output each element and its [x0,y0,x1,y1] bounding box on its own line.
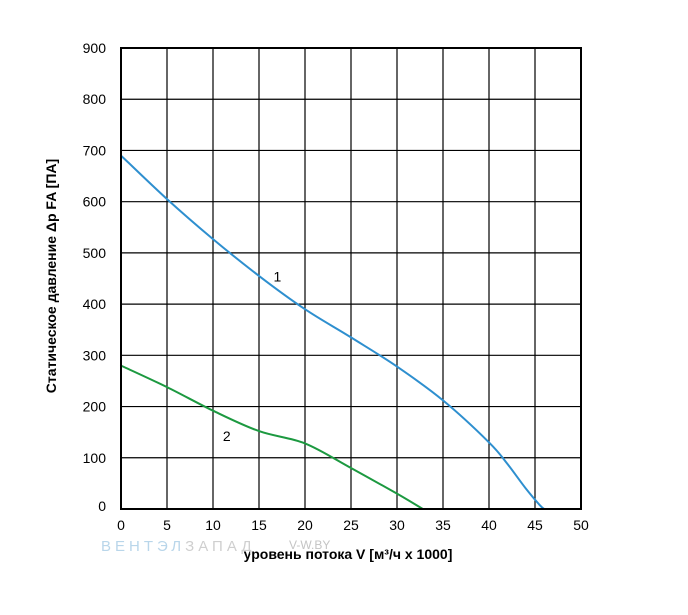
watermark-brand-prefix: ВЕНТЭЛ [101,538,185,555]
x-tick-label-9: 45 [527,517,543,533]
y-tick-label-8: 800 [83,91,107,107]
series-line-1 [120,154,546,510]
y-tick-labels: 0 100 200 300 400 500 600 700 800 900 [83,40,107,514]
y-tick-label-9: 900 [83,40,107,56]
x-tick-label-4: 20 [297,517,313,533]
series-label-2: 2 [223,428,231,444]
plot-frame [120,47,582,510]
series-line-2 [120,364,424,510]
x-tick-label-5: 25 [343,517,359,533]
watermark-brand: ВЕНТЭЛЗАПАД [101,538,255,555]
x-tick-labels: 0 5 10 15 20 25 30 35 40 45 50 [117,517,589,533]
series-label-1: 1 [274,268,282,284]
watermark-brand-suffix: ЗАПАД [185,538,255,555]
x-tick-label-7: 35 [435,517,451,533]
watermark-site: V-W.BY [289,538,330,552]
x-tick-label-10: 50 [573,517,589,533]
y-tick-label-7: 700 [83,142,107,158]
x-tick-label-8: 40 [481,517,497,533]
x-tick-label-0: 0 [117,517,125,533]
series-curves [120,154,546,510]
series-labels: 12 [223,268,282,444]
x-axis-title: уровень потока V [м³/ч x 1000] [244,546,453,562]
y-tick-label-4: 400 [83,296,107,312]
x-tick-label-2: 10 [205,517,221,533]
y-tick-label-2: 200 [83,399,107,415]
x-tick-label-1: 5 [163,517,171,533]
x-tick-label-6: 30 [389,517,405,533]
y-tick-label-5: 500 [83,245,107,261]
x-tick-label-3: 15 [251,517,267,533]
grid-lines [121,48,581,509]
y-tick-label-3: 300 [83,347,107,363]
y-tick-label-6: 600 [83,194,107,210]
y-axis-title: Статическое давление Δр FA [ПА] [43,159,59,393]
y-tick-label-1: 100 [83,450,107,466]
y-tick-label-0: 0 [98,498,106,514]
